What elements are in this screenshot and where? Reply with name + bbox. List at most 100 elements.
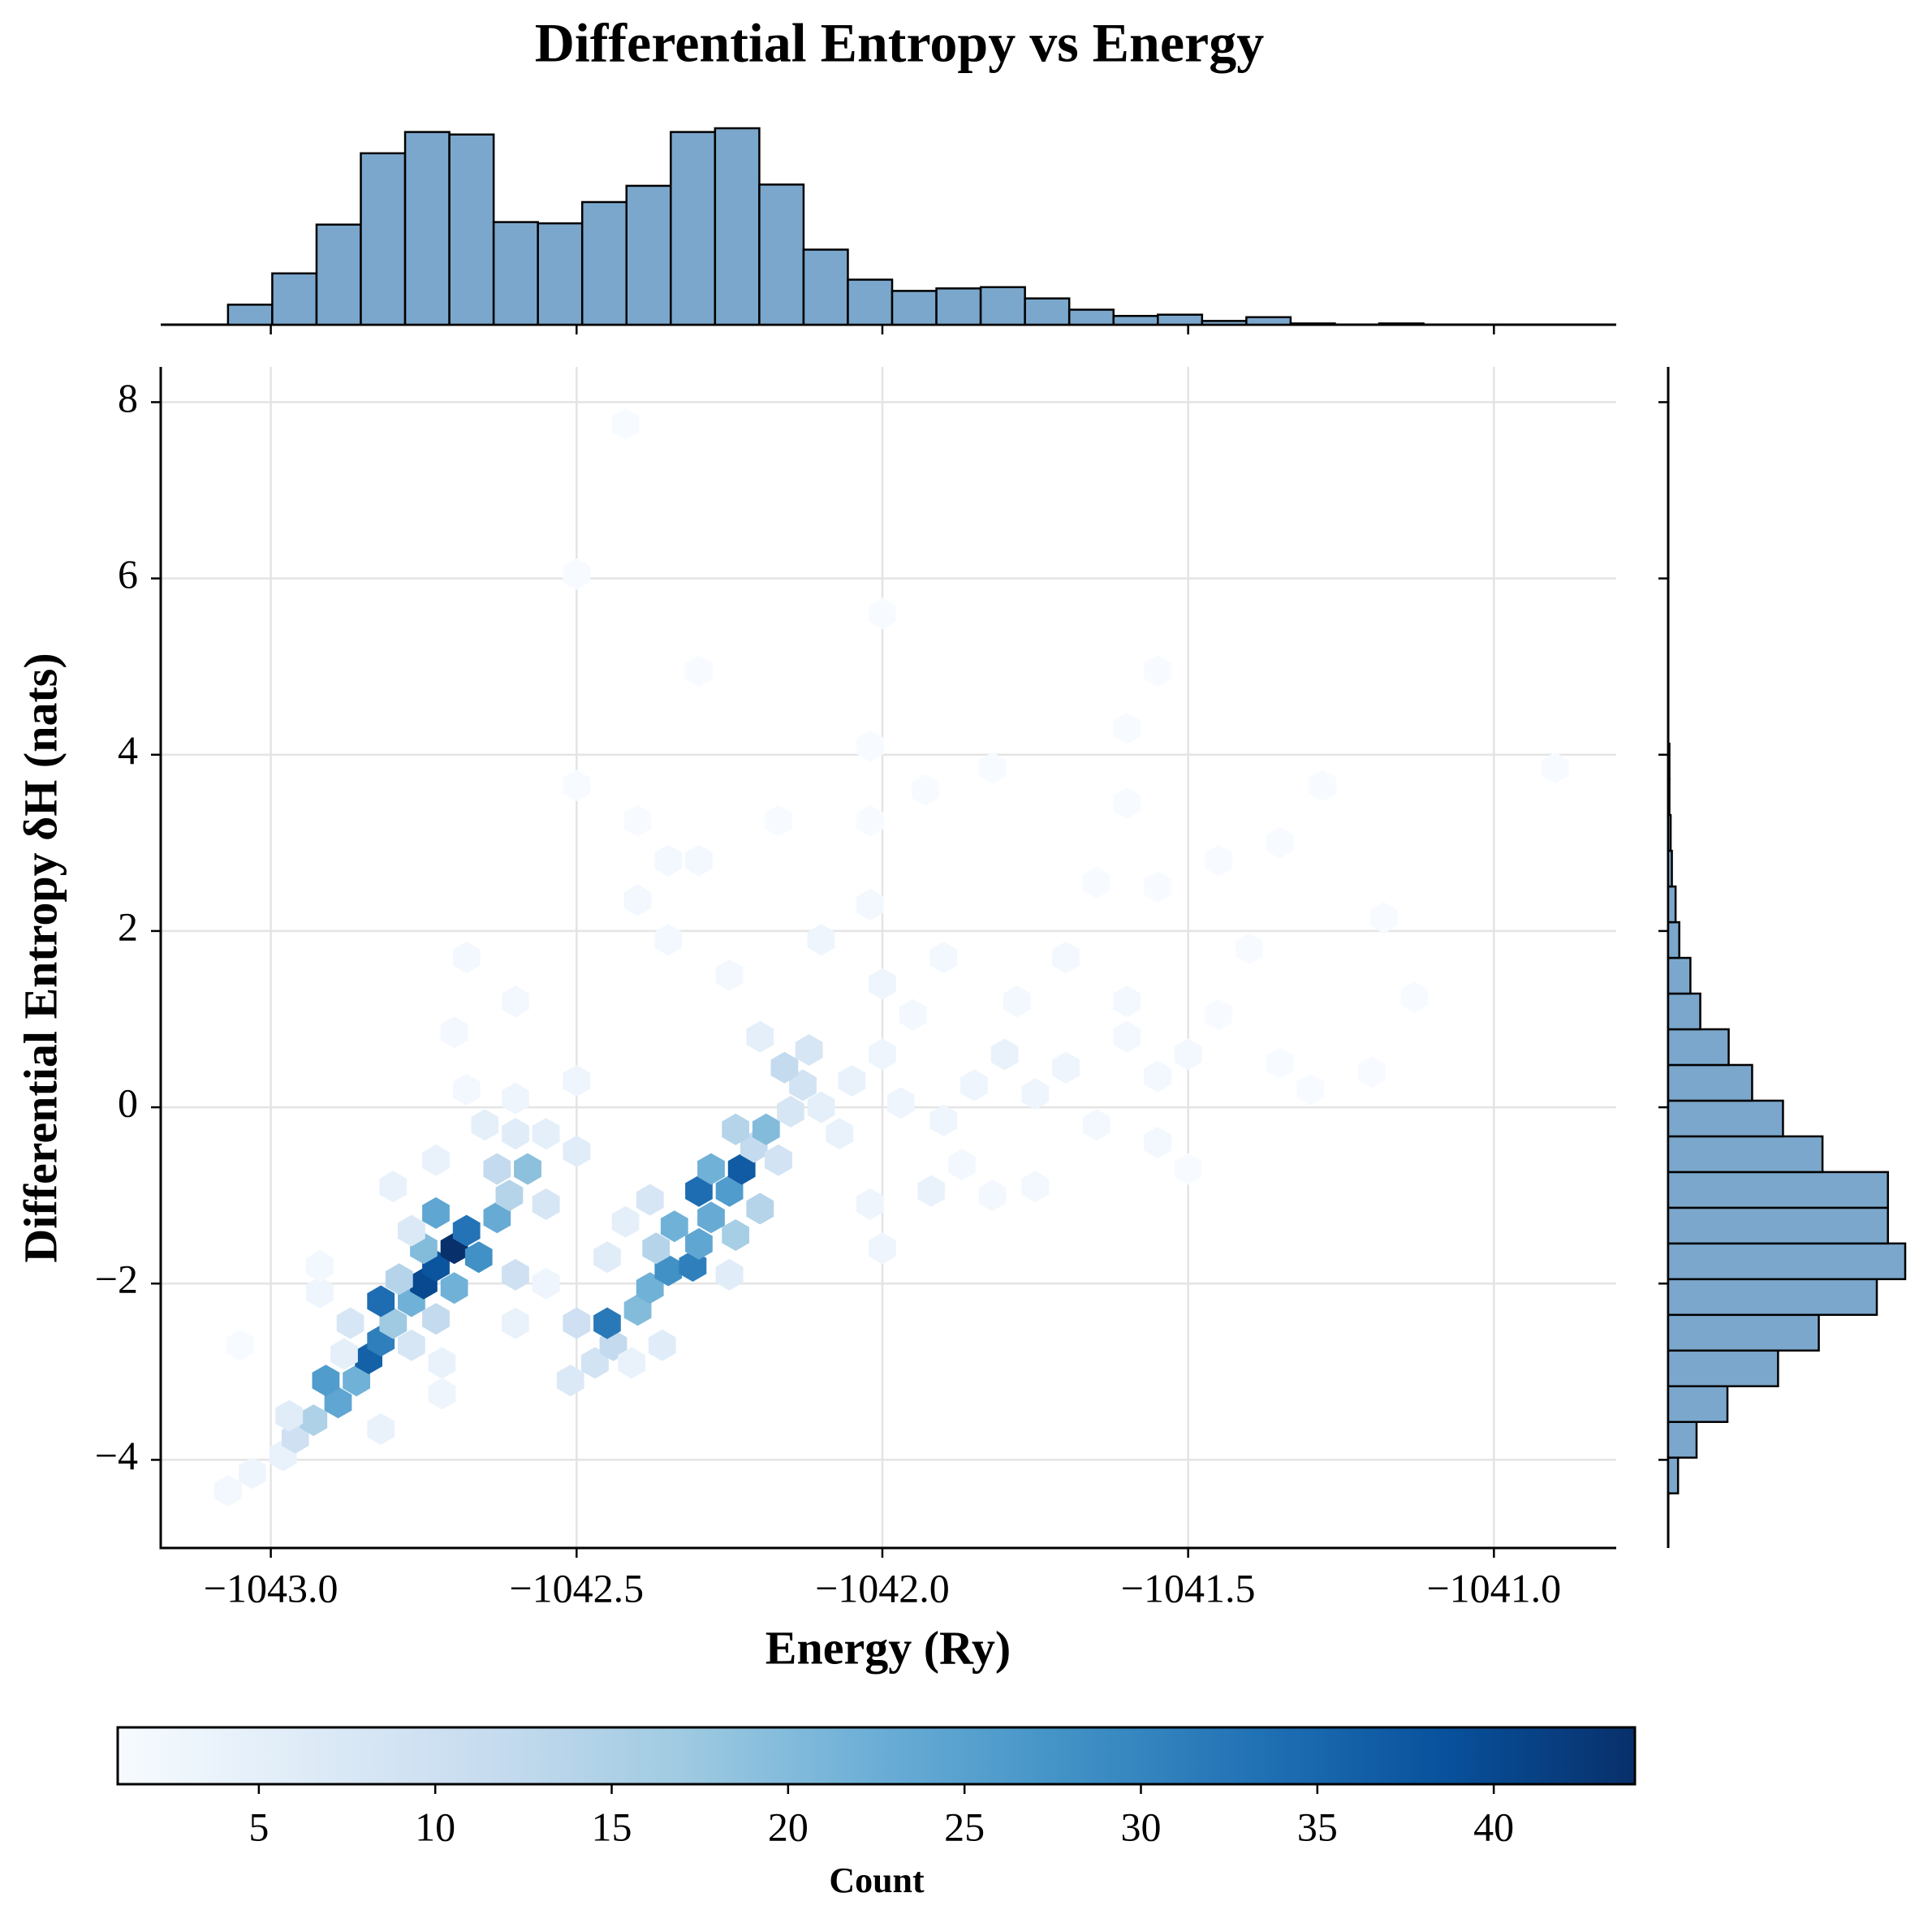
histogram-bar [891, 290, 938, 326]
hex-cell [654, 1254, 683, 1287]
histogram-bar [714, 127, 761, 326]
hex-cell [623, 1294, 652, 1326]
hex-cell [789, 1069, 817, 1102]
hex-cell [648, 1329, 676, 1361]
hex-cell [1236, 933, 1263, 965]
hex-cell [330, 1338, 358, 1370]
histogram-bar [448, 133, 495, 326]
hex-cell [300, 1404, 328, 1437]
hex-cell [226, 1329, 254, 1361]
hex-cell [1113, 985, 1141, 1018]
colorbar-tick-label: 20 [768, 1804, 809, 1849]
hex-cell [777, 1096, 804, 1127]
y-tick-label: 0 [118, 1080, 138, 1126]
hex-cell [1174, 1153, 1202, 1185]
hex-cell [275, 1399, 304, 1432]
hex-cell [765, 804, 792, 837]
hex-cell [746, 1192, 774, 1225]
hex-cell [807, 1091, 835, 1123]
chart-title: Differential Entropy vs Energy [535, 12, 1264, 74]
histogram-bar [271, 272, 318, 326]
y-tick-label: −4 [95, 1433, 138, 1478]
hex-cell [367, 1412, 395, 1445]
x-tick-label: −1041.0 [1426, 1565, 1561, 1610]
hex-cell [623, 884, 652, 916]
hex-cell [367, 1285, 395, 1317]
hex-cell [214, 1474, 242, 1507]
hex-cell [727, 1153, 756, 1185]
hex-cell [856, 730, 884, 762]
hex-cell [770, 1051, 799, 1084]
colorbar-tick-label: 25 [944, 1804, 985, 1849]
histogram-bar [1667, 813, 1672, 852]
hex-cell [336, 1307, 364, 1339]
histogram-bar [1667, 1278, 1878, 1317]
histogram-bar [1667, 1456, 1680, 1494]
histogram-bar [1667, 1349, 1779, 1388]
hex-cell [502, 985, 529, 1018]
hex-cell [856, 1188, 884, 1220]
histogram-bar [758, 183, 805, 326]
hex-cell [306, 1276, 334, 1309]
hex-cell [312, 1365, 340, 1397]
histogram-bar [1667, 742, 1671, 781]
hex-cell [1205, 998, 1233, 1031]
hex-cell [929, 1104, 958, 1136]
histogram-bar [625, 184, 672, 326]
hex-cell [422, 1196, 450, 1229]
hex-cell [502, 1258, 529, 1291]
histogram-bar [1201, 320, 1248, 326]
hex-cell [856, 888, 884, 921]
hex-cell [1052, 942, 1080, 973]
hex-cell [886, 1087, 915, 1119]
hex-cell [807, 924, 835, 956]
hex-cell [324, 1386, 352, 1419]
hex-cell [1205, 844, 1233, 877]
y-tick-label: 6 [118, 551, 138, 597]
hex-cell [398, 1214, 425, 1247]
hex-cell [1144, 871, 1171, 903]
histogram-bar [1667, 1385, 1729, 1423]
x-tick-label: −1042.5 [509, 1565, 644, 1610]
colorbar-tick-label: 5 [248, 1804, 269, 1849]
hex-cell [1400, 981, 1429, 1013]
hex-cell [532, 1188, 560, 1220]
hex-cell [452, 942, 481, 973]
y-tick-label: 4 [118, 727, 138, 773]
histogram-bar [1667, 921, 1680, 959]
hex-cell [440, 1016, 468, 1049]
histogram-bar [1667, 1171, 1889, 1209]
hex-cell [593, 1307, 621, 1339]
hex-cell [563, 1065, 591, 1097]
hex-cell [1052, 1051, 1080, 1084]
hex-cell [856, 804, 884, 837]
hex-cell [869, 1038, 896, 1071]
histogram-bar [670, 131, 717, 326]
colorbar-tick-label: 30 [1120, 1804, 1161, 1849]
hex-cell [685, 844, 713, 877]
histogram-bar [1667, 1206, 1889, 1245]
hex-cell [471, 1109, 499, 1141]
hex-cell [1021, 1078, 1050, 1110]
histogram-bar [1667, 885, 1677, 924]
histogram-bar [935, 287, 982, 326]
hex-cell [1309, 770, 1337, 802]
colorbar [116, 1726, 1637, 1786]
hexbin-layer [214, 408, 1569, 1507]
hex-cell [563, 770, 591, 802]
hex-cell [483, 1201, 511, 1234]
hex-cell [1113, 712, 1141, 744]
hex-cell [1082, 866, 1110, 899]
hex-cell [563, 1135, 591, 1167]
x-tick-label: −1041.5 [1121, 1565, 1256, 1610]
hex-cell [978, 1179, 1007, 1212]
hex-cell [379, 1171, 408, 1203]
histogram-bar [360, 152, 407, 326]
hex-cell [618, 1347, 645, 1379]
hex-cell [343, 1365, 370, 1397]
hex-cell [1541, 752, 1569, 784]
colorbar-tick-label: 15 [592, 1804, 632, 1849]
hex-cell [697, 1201, 725, 1234]
histogram-bar [1667, 1421, 1698, 1459]
